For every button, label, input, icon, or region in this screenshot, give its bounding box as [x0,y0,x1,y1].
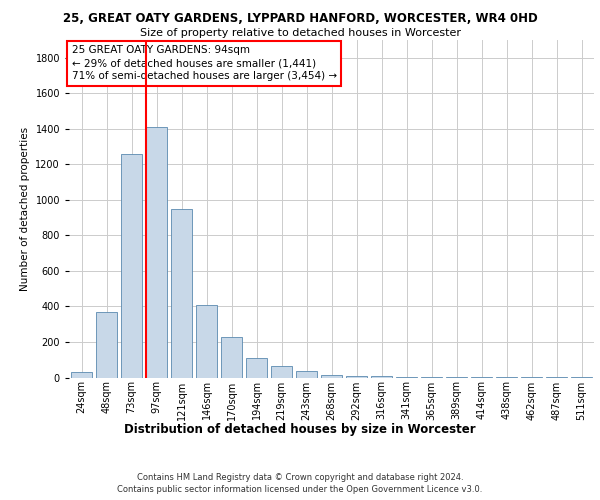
Bar [71,372,92,378]
Text: 25 GREAT OATY GARDENS: 94sqm
← 29% of detached houses are smaller (1,441)
71% of: 25 GREAT OATY GARDENS: 94sqm ← 29% of de… [71,45,337,82]
Bar [171,209,192,378]
Bar [321,375,342,378]
Bar [121,154,142,378]
Y-axis label: Number of detached properties: Number of detached properties [20,126,30,291]
Text: Size of property relative to detached houses in Worcester: Size of property relative to detached ho… [139,28,461,38]
Bar [371,376,392,378]
Bar [146,127,167,378]
Bar [296,372,317,378]
Text: Distribution of detached houses by size in Worcester: Distribution of detached houses by size … [124,422,476,436]
Bar [446,377,467,378]
Text: 25, GREAT OATY GARDENS, LYPPARD HANFORD, WORCESTER, WR4 0HD: 25, GREAT OATY GARDENS, LYPPARD HANFORD,… [62,12,538,26]
Bar [396,376,417,378]
Text: Contains HM Land Registry data © Crown copyright and database right 2024.: Contains HM Land Registry data © Crown c… [137,472,463,482]
Bar [346,376,367,378]
Bar [246,358,267,378]
Bar [196,304,217,378]
Bar [421,377,442,378]
Text: Contains public sector information licensed under the Open Government Licence v3: Contains public sector information licen… [118,485,482,494]
Bar [96,312,117,378]
Bar [221,336,242,378]
Bar [271,366,292,378]
